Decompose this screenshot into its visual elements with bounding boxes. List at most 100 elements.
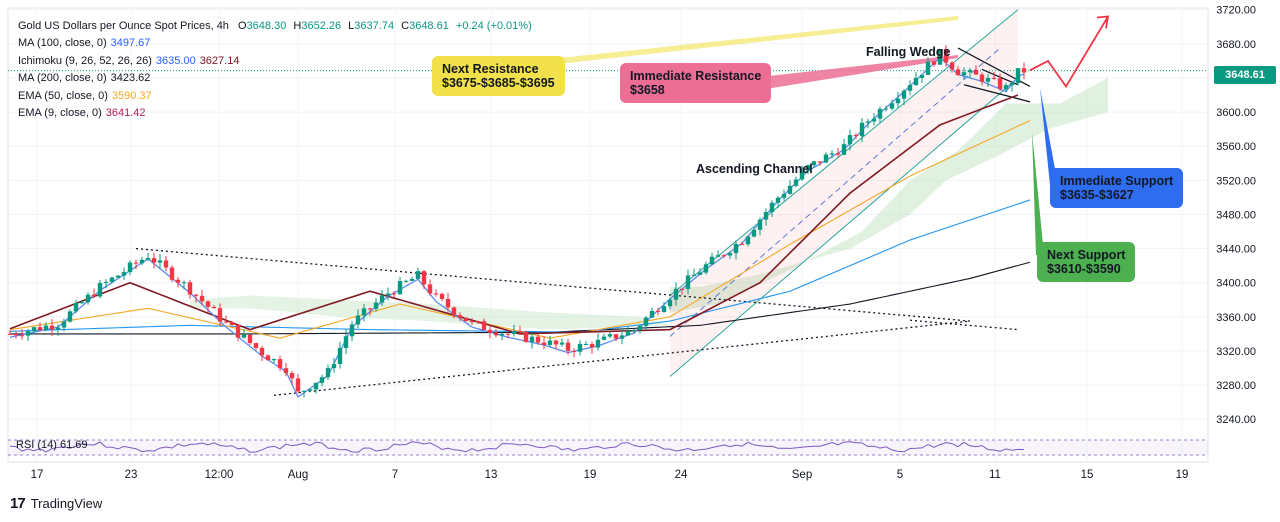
candle-body: [301, 390, 307, 392]
candle-body: [775, 197, 781, 203]
candle-body: [505, 333, 511, 335]
y-tick-label: 3240.00: [1216, 414, 1256, 426]
channel-lower-line: [669, 77, 1019, 377]
candle-body: [673, 288, 679, 300]
x-tick-label: 23: [125, 469, 138, 481]
rsi-line: [9, 441, 1025, 453]
candle-body: [67, 311, 73, 322]
falling-wedge-label: Falling Wedge: [866, 45, 951, 59]
candle-body: [739, 243, 745, 245]
candle-body: [403, 280, 409, 282]
candle-body: [127, 262, 133, 273]
x-tick-label: 15: [1081, 469, 1094, 481]
candle-body: [1003, 85, 1009, 89]
ohlc-high: 3652.26: [301, 20, 342, 32]
candle-body: [691, 274, 697, 276]
candle-body: [361, 308, 367, 316]
legend-ma200[interactable]: MA (200, close, 0) 3423.62: [18, 70, 532, 87]
candle-body: [979, 74, 985, 82]
candle-body: [595, 339, 601, 348]
candle-body: [799, 170, 805, 180]
candle-body: [1021, 68, 1027, 73]
candle-body: [49, 325, 55, 330]
candle-body: [391, 293, 397, 295]
x-tick-label: Aug: [288, 469, 308, 481]
ohlc-open-label: O: [238, 20, 247, 32]
x-tick-label: 13: [485, 469, 498, 481]
candles: [7, 45, 1027, 398]
triangle-apex-extension: [909, 319, 1019, 331]
candle-body: [889, 103, 895, 109]
ema50-value: 3590.37: [111, 89, 152, 102]
candle-body: [589, 344, 595, 348]
candle-body: [913, 77, 919, 86]
candle-body: [289, 373, 295, 379]
candle-body: [973, 69, 979, 75]
y-tick-label: 3560.00: [1216, 141, 1256, 153]
candle-body: [469, 321, 475, 323]
candle-body: [325, 368, 331, 378]
legend-ma100[interactable]: MA (100, close, 0) 3497.67: [18, 35, 532, 52]
candle-body: [943, 48, 949, 63]
ichimoku-label: Ichimoku (9, 26, 52, 26, 26): [18, 54, 152, 67]
candle-body: [721, 255, 727, 257]
x-tick-label: 11: [989, 469, 1001, 481]
next-resistance-pointer: [540, 16, 958, 66]
y-tick-label: 3520.00: [1216, 175, 1256, 187]
candle-body: [967, 69, 973, 73]
candle-body: [61, 321, 67, 328]
candle-body: [613, 334, 619, 339]
x-tick-label: 17: [31, 469, 44, 481]
candle-body: [55, 327, 61, 330]
ohlc-high-label: H: [293, 20, 302, 32]
candle-body: [499, 333, 505, 336]
legend-title-row: Gold US Dollars per Ounce Spot Prices, 4…: [18, 18, 532, 35]
candle-body: [145, 258, 151, 260]
candle-body: [571, 350, 577, 352]
y-tick-label: 3440.00: [1216, 244, 1256, 256]
candle-body: [199, 295, 205, 302]
candle-body: [331, 364, 337, 369]
candle-body: [535, 336, 541, 343]
candle-body: [37, 327, 43, 331]
ohlc-open: 3648.30: [246, 20, 287, 32]
candle-body: [241, 334, 247, 338]
legend-ichimoku[interactable]: Ichimoku (9, 26, 52, 26, 26) 3635.00 3627.…: [18, 53, 532, 70]
candle-body: [829, 153, 835, 155]
tradingview-logo[interactable]: 17 TradingView: [10, 495, 102, 512]
next-resistance-callout: Next Resistance $3675-$3685-$3695: [432, 56, 565, 96]
y-tick-label: 3400.00: [1216, 278, 1256, 290]
x-tick-label: 19: [584, 469, 597, 481]
candle-body: [553, 340, 559, 345]
legend: Gold US Dollars per Ounce Spot Prices, 4…: [18, 18, 532, 122]
candle-body: [523, 331, 529, 342]
candle-body: [121, 272, 127, 276]
y-tick-label: 3360.00: [1216, 312, 1256, 324]
wedge-lower-line: [963, 84, 1031, 103]
ema50-label: EMA (50, close, 0): [18, 89, 108, 102]
ohlc-change: +0.24 (+0.01%): [455, 20, 532, 32]
candle-body: [811, 161, 817, 166]
candle-body: [205, 301, 211, 307]
candle-body: [139, 259, 145, 264]
candle-body: [475, 321, 481, 323]
legend-ema9[interactable]: EMA (9, close, 0) 3641.42: [18, 105, 532, 122]
candle-body: [283, 368, 289, 374]
candle-body: [919, 74, 925, 78]
candle-body: [277, 359, 283, 369]
legend-ema50[interactable]: EMA (50, close, 0) 3590.37: [18, 88, 532, 105]
candle-body: [457, 315, 463, 318]
candle-body: [133, 262, 139, 264]
tradingview-logo-mark: 17: [10, 495, 26, 512]
candle-body: [151, 258, 157, 263]
ohlc-low-label: L: [348, 20, 355, 32]
plot-frame: [7, 7, 1209, 463]
candle-body: [85, 294, 91, 303]
candle-body: [427, 284, 433, 294]
candle-body: [31, 327, 37, 331]
immediate-support-pointer: [1040, 88, 1058, 185]
candle-body: [925, 61, 931, 75]
candle-body: [865, 121, 871, 123]
candle-body: [655, 310, 661, 312]
